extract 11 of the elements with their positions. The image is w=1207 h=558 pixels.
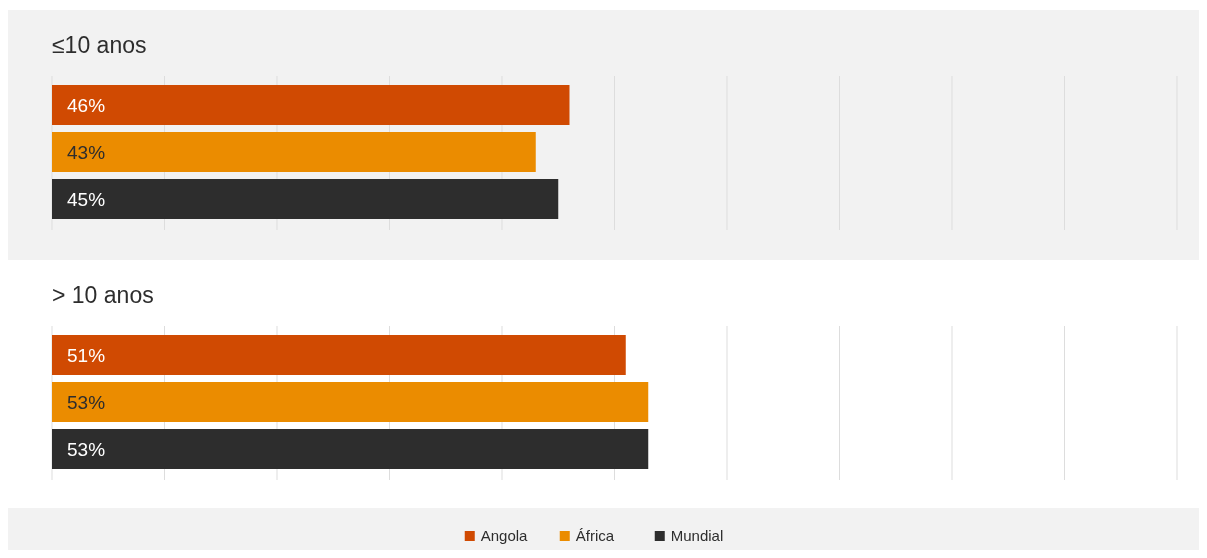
legend-label: Angola xyxy=(480,527,529,544)
chart-title: ≤10 anos xyxy=(52,32,147,58)
legend-label: Mundial xyxy=(670,527,724,544)
legend-label: África xyxy=(575,527,615,544)
chart-title: > 10 anos xyxy=(52,282,154,308)
data-label: 53% xyxy=(67,392,106,413)
data-label: 51% xyxy=(67,345,106,366)
data-label: 45% xyxy=(67,189,106,210)
data-label: 53% xyxy=(67,439,106,460)
data-label: 43% xyxy=(67,142,106,163)
data-label: 46% xyxy=(67,95,106,116)
